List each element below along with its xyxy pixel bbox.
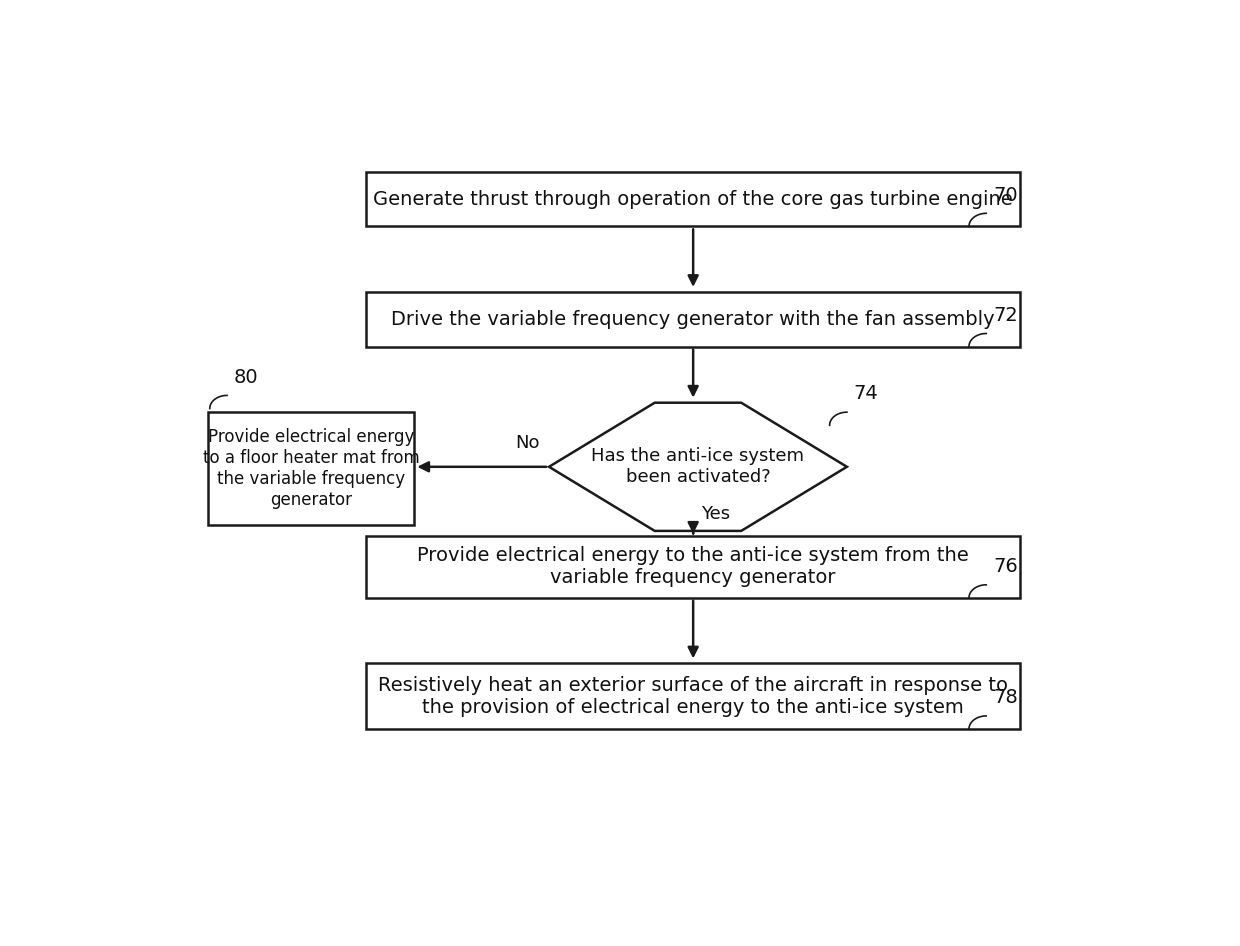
Text: Drive the variable frequency generator with the fan assembly: Drive the variable frequency generator w… <box>392 309 994 329</box>
Text: 76: 76 <box>993 557 1018 576</box>
FancyBboxPatch shape <box>367 663 1019 729</box>
Text: 72: 72 <box>993 306 1018 324</box>
Text: Generate thrust through operation of the core gas turbine engine: Generate thrust through operation of the… <box>373 189 1013 209</box>
Text: Resistively heat an exterior surface of the aircraft in response to
the provisio: Resistively heat an exterior surface of … <box>378 675 1008 717</box>
FancyBboxPatch shape <box>208 412 414 525</box>
Text: Provide electrical energy
to a floor heater mat from
the variable frequency
gene: Provide electrical energy to a floor hea… <box>203 429 419 509</box>
Polygon shape <box>549 403 847 531</box>
Text: Provide electrical energy to the anti-ice system from the
variable frequency gen: Provide electrical energy to the anti-ic… <box>418 547 968 587</box>
Text: 70: 70 <box>993 185 1018 204</box>
Text: No: No <box>515 434 539 452</box>
Text: 80: 80 <box>234 368 259 387</box>
Text: 78: 78 <box>993 688 1018 708</box>
FancyBboxPatch shape <box>367 536 1019 598</box>
FancyBboxPatch shape <box>367 292 1019 346</box>
Text: 74: 74 <box>854 384 878 403</box>
Text: Has the anti-ice system
been activated?: Has the anti-ice system been activated? <box>591 447 805 486</box>
Text: Yes: Yes <box>701 505 730 523</box>
FancyBboxPatch shape <box>367 172 1019 226</box>
